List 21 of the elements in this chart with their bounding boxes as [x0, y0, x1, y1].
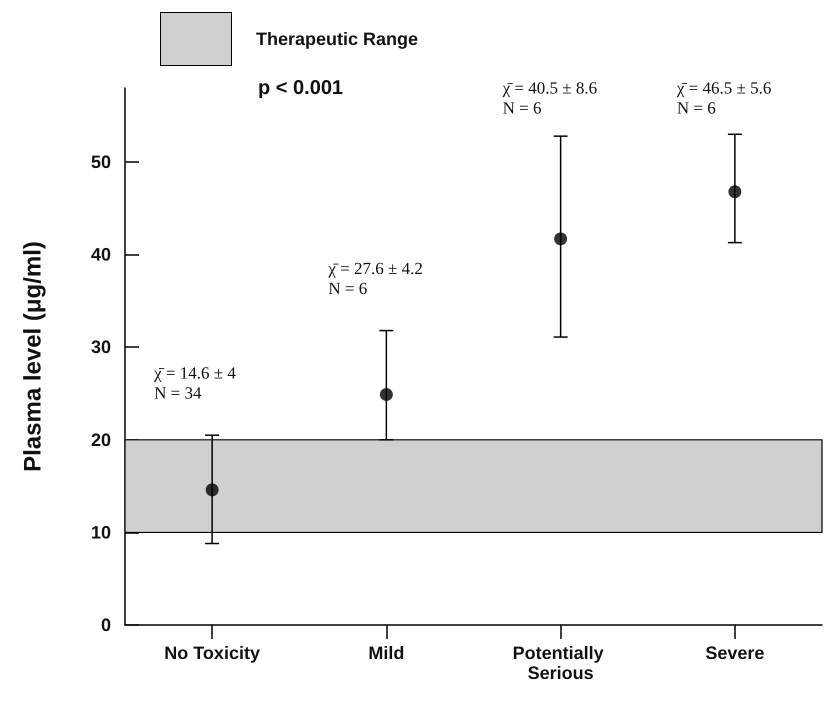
annotation: p < 0.001: [258, 77, 344, 99]
y-tick-label: 40: [90, 244, 111, 265]
x-tick-label: Severe: [705, 643, 764, 663]
point: [728, 185, 742, 198]
point: [206, 483, 219, 496]
point: [380, 388, 393, 401]
y-tick-label: 20: [90, 430, 111, 450]
y-tick-label: 50: [90, 152, 111, 172]
y-tick-label: 30: [90, 337, 111, 358]
y-tick-label: 0: [100, 615, 111, 635]
y-axis-title: Plasma level (μg/ml): [20, 241, 46, 472]
x-tick-label: Potentially Serious: [512, 643, 609, 683]
annotation: χ̄ = 27.6 ± 4.2 N = 6: [327, 259, 423, 298]
annotation: χ̄ = 40.5 ± 8.6 N = 6: [502, 78, 598, 118]
x-tick-label: Mild: [368, 643, 404, 663]
x-tick-label: No Toxicity: [164, 643, 260, 663]
annotation: χ̄ = 46.5 ± 5.6 N = 6: [676, 78, 772, 118]
annotation: χ̄ = 14.6 ± 4 N = 34: [153, 364, 236, 403]
point: [554, 232, 568, 246]
band-label: Therapeutic Range: [256, 28, 418, 50]
y-tick-label: 10: [90, 522, 111, 542]
